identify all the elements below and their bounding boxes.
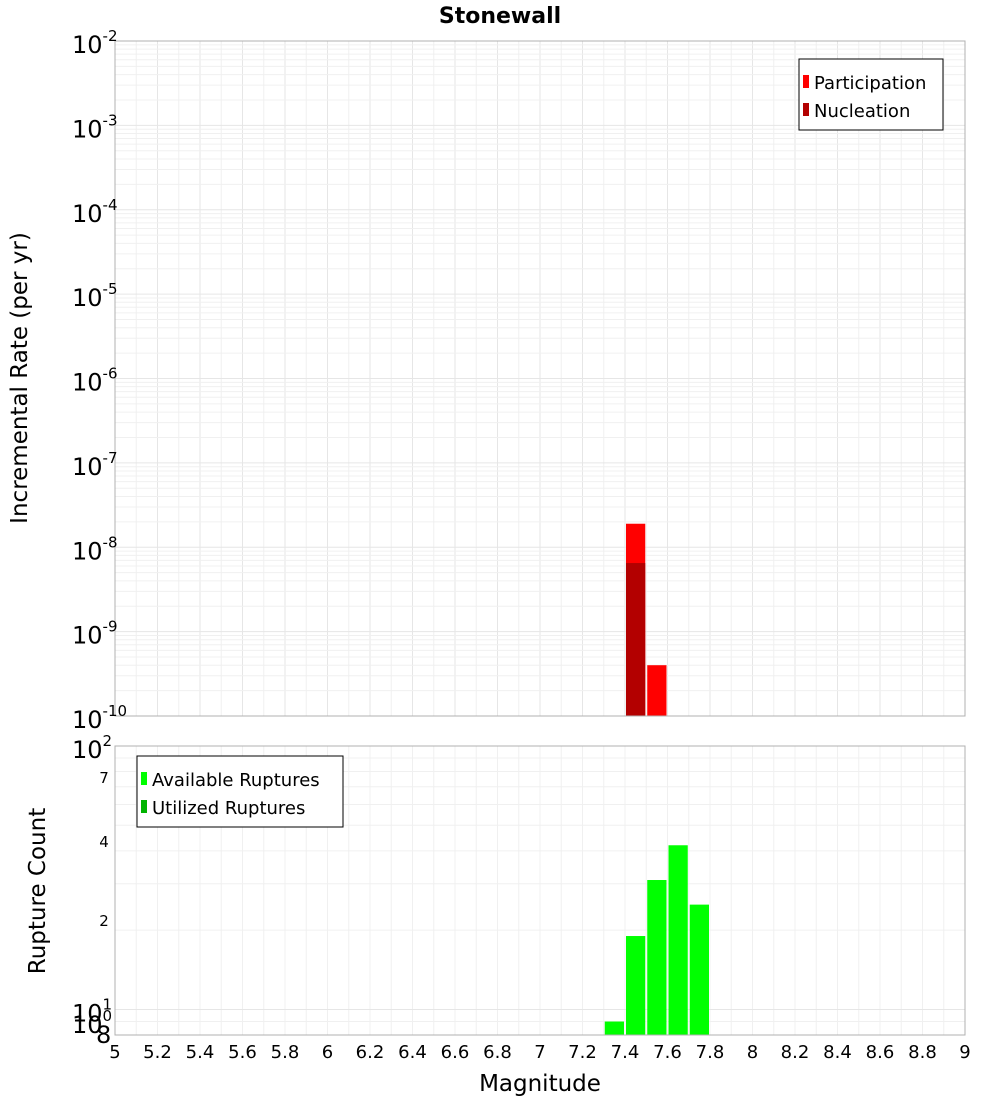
x-tick-label: 8.6 xyxy=(866,1042,895,1063)
y-tick-label: 10-10 xyxy=(72,702,127,734)
top-grid xyxy=(114,41,966,717)
x-tick-label: 6.8 xyxy=(483,1042,512,1063)
x-tick-label: 8 xyxy=(747,1042,758,1063)
y-tick-label: 10-9 xyxy=(72,618,118,650)
y-minor-tick-label: 7 xyxy=(99,769,109,787)
top-legend: Participation Nucleation xyxy=(798,58,944,131)
bar-available-ruptures xyxy=(689,904,709,1035)
y-tick-label: 10-6 xyxy=(72,365,118,397)
x-tick-label: 8.8 xyxy=(908,1042,937,1063)
x-tick-label: 7.4 xyxy=(611,1042,640,1063)
legend-label: Utilized Ruptures xyxy=(152,798,305,819)
legend-swatch xyxy=(141,800,147,813)
x-tick-label: 8.4 xyxy=(823,1042,852,1063)
bar-available-ruptures xyxy=(626,936,646,1035)
legend-label: Available Ruptures xyxy=(152,770,320,791)
bottom-bars xyxy=(604,845,709,1035)
chart-title: Stonewall xyxy=(439,4,561,29)
y-tick-label: 10-3 xyxy=(72,111,118,143)
top-y-ticks: 10-10 10-9 10-8 10-7 10-6 10-5 10-4 10-3 10-2 xyxy=(72,27,127,734)
legend-swatch xyxy=(141,772,147,785)
y-tick-label: 10-5 xyxy=(72,280,118,312)
x-tick-label: 6 xyxy=(322,1042,333,1063)
x-axis-label: Magnitude xyxy=(479,1071,601,1097)
top-y-axis-label: Incremental Rate (per yr) xyxy=(7,232,33,524)
x-tick-label: 6.4 xyxy=(398,1042,427,1063)
top-plot-border xyxy=(114,40,966,717)
legend-box xyxy=(136,755,344,828)
bar-nucleation xyxy=(626,563,646,716)
x-tick-label: 5.4 xyxy=(186,1042,215,1063)
bar-available-ruptures xyxy=(668,845,688,1035)
legend-swatch xyxy=(803,103,809,116)
legend-box xyxy=(798,58,944,131)
bar-available-ruptures xyxy=(647,880,667,1035)
x-tick-label: 9 xyxy=(959,1042,970,1063)
y-tick-label: 10-7 xyxy=(72,449,118,481)
y-tick-label: 10-8 xyxy=(72,533,118,565)
x-tick-label: 5.8 xyxy=(271,1042,300,1063)
legend-label: Participation xyxy=(814,73,926,94)
bar-participation xyxy=(647,665,667,716)
legend-swatch xyxy=(803,75,809,88)
y-minor-tick-label-clipped: 8 xyxy=(96,1021,111,1049)
y-tick-label-clipped: 100 xyxy=(72,1007,112,1039)
y-tick-label: 102 xyxy=(72,732,112,764)
y-minor-tick-label: 2 xyxy=(99,912,109,930)
y-tick-label: 101 xyxy=(72,995,112,1027)
bottom-y-axis-label: Rupture Count xyxy=(25,808,51,974)
x-tick-label: 5.6 xyxy=(228,1042,257,1063)
y-tick-label: 10-2 xyxy=(72,27,118,59)
bottom-legend: Available Ruptures Utilized Ruptures xyxy=(136,755,344,828)
x-tick-label: 5.2 xyxy=(143,1042,172,1063)
x-tick-label: 6.2 xyxy=(356,1042,385,1063)
x-tick-label: 7 xyxy=(534,1042,545,1063)
x-ticks: 5 5.2 5.4 5.6 5.8 6 6.2 6.4 6.6 6.8 7 7.2 7.4 7.6 7.8 8… xyxy=(109,1042,970,1063)
x-tick-label: 5 xyxy=(109,1042,120,1063)
legend-label: Nucleation xyxy=(814,101,910,122)
y-minor-tick-label: 4 xyxy=(99,833,109,851)
x-tick-label: 8.2 xyxy=(781,1042,810,1063)
bottom-plot-border xyxy=(114,745,966,1036)
x-tick-label: 7.2 xyxy=(568,1042,597,1063)
top-bars xyxy=(626,523,667,716)
x-tick-label: 7.6 xyxy=(653,1042,682,1063)
y-tick-label: 10-4 xyxy=(72,196,118,228)
x-tick-label: 6.6 xyxy=(441,1042,470,1063)
x-tick-label: 7.8 xyxy=(696,1042,725,1063)
bar-available-ruptures xyxy=(604,1021,624,1035)
top-plot: 10-10 10-9 10-8 10-7 10-6 10-5 10-4 10-3 10-2 In… xyxy=(7,27,966,734)
